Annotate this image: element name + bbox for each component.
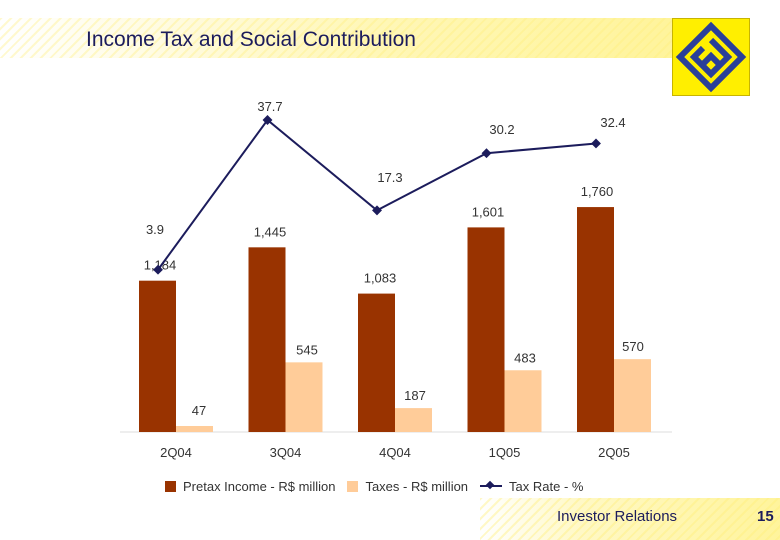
- tax-rate-point-2q04: [153, 264, 163, 275]
- legend-rate-line-icon: [480, 481, 503, 491]
- label-pretax-4q04: 1,083: [364, 271, 397, 286]
- label-pretax-2q04: 1,184: [144, 258, 177, 273]
- bank-logo: [672, 18, 750, 96]
- bar-taxes-1q05: [504, 370, 542, 432]
- tax-rate-point-4q04: [372, 205, 382, 216]
- tick-label-2q04: 2Q04: [160, 445, 192, 460]
- legend-rate-label: Tax Rate - %: [509, 478, 584, 494]
- legend-rate: Tax Rate - %: [480, 479, 583, 494]
- label-tax-rate-1q05: 30.2: [489, 122, 514, 137]
- label-taxes-4q04: 187: [404, 388, 426, 403]
- bar-pretax-4q04: [358, 293, 395, 432]
- tax-rate-point-2q05: [591, 138, 601, 149]
- tick-label-4q04: 4Q04: [379, 445, 411, 460]
- chart-legend: Pretax Income - R$ million Taxes - R$ mi…: [165, 477, 595, 495]
- label-taxes-2q05: 570: [622, 339, 644, 354]
- tax-rate-point-1q05: [481, 148, 492, 159]
- label-tax-rate-4q04: 17.3: [377, 170, 402, 185]
- label-taxes-3q04: 545: [296, 342, 318, 357]
- label-tax-rate-3q04: 37.7: [257, 99, 282, 114]
- legend-pretax-swatch: [165, 480, 176, 492]
- footer-investor-relations: Investor Relations: [557, 508, 678, 525]
- legend-taxes-swatch: [347, 480, 359, 492]
- bar-pretax-2q05: [577, 207, 614, 432]
- footer-band: [480, 498, 780, 540]
- bar-pretax-1q05: [467, 227, 505, 432]
- legend-pretax-label: Pretax Income - R$ million: [183, 478, 336, 494]
- bar-pretax-3q04: [248, 247, 286, 432]
- income-tax-chart: 1,184 47 2Q04 1,445 545 3Q04 1,083 187 4Q04 1,601…: [120, 99, 672, 460]
- label-tax-rate-2q04: 3.9: [146, 222, 164, 237]
- label-pretax-1q05: 1,601: [472, 204, 505, 219]
- legend-pretax: Pretax Income - R$ million: [165, 479, 335, 494]
- bar-taxes-2q04: [176, 425, 213, 432]
- bar-taxes-4q04: [395, 408, 432, 432]
- tick-label-1q05: 1Q05: [489, 445, 521, 460]
- bar-taxes-3q04: [285, 362, 323, 432]
- tax-rate-line: [157, 118, 597, 271]
- label-tax-rate-2q05: 32.4: [600, 115, 625, 130]
- page-title: Income Tax and Social Contribution: [86, 28, 416, 51]
- page-number: 15: [757, 508, 774, 525]
- tick-label-3q04: 3Q04: [270, 445, 302, 460]
- legend-taxes: Taxes - R$ million: [347, 479, 468, 494]
- bar-pretax-2q04: [139, 280, 176, 432]
- label-taxes-1q05: 483: [514, 350, 536, 365]
- label-taxes-2q04: 47: [192, 403, 206, 418]
- bar-taxes-2q05: [614, 359, 651, 432]
- label-pretax-2q05: 1,760: [581, 184, 614, 199]
- label-pretax-3q04: 1,445: [254, 224, 287, 239]
- legend-taxes-label: Taxes - R$ million: [365, 478, 469, 494]
- tick-label-2q05: 2Q05: [598, 445, 630, 460]
- title-band: [0, 18, 672, 58]
